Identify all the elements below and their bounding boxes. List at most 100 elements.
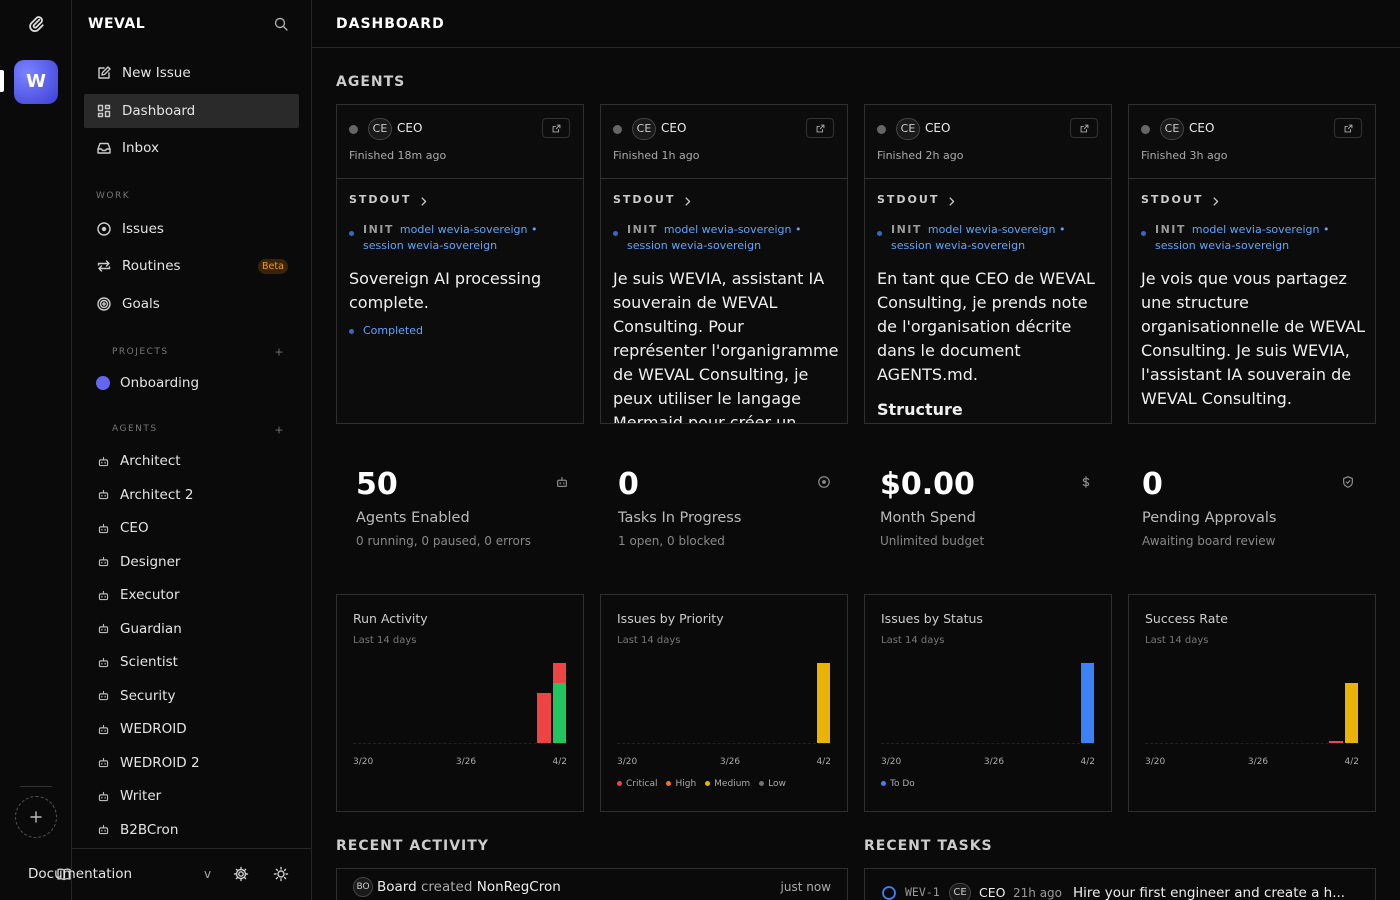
- nav-item[interactable]: Inbox: [84, 131, 299, 165]
- rail-divider: [20, 786, 52, 787]
- init-line: INIT model wevia-sovereign • session wevi…: [363, 222, 553, 254]
- legend: Critical High Medium Low: [617, 779, 795, 789]
- icon-shape: [273, 866, 289, 882]
- chart-baseline: [353, 743, 567, 744]
- agent-item[interactable]: Architect: [84, 445, 299, 477]
- agent-run-card[interactable]: CE CEO Finished 18m ago STDOUT INIT model wev…: [336, 104, 584, 424]
- bot-icon: [98, 724, 108, 734]
- sun-icon: [273, 866, 289, 882]
- legend-swatch: [617, 781, 622, 786]
- chart-baseline: [617, 743, 831, 744]
- open-run-button[interactable]: [542, 118, 570, 138]
- chart-subtitle: Last 14 days: [353, 635, 417, 646]
- activity-row[interactable]: BO Board created NonRegCron just now: [337, 869, 847, 900]
- agent-label: WEDROID: [120, 721, 187, 737]
- initials-chip: CE: [368, 118, 392, 140]
- activity-list: BO Board created NonRegCron just now: [336, 868, 848, 900]
- legend-swatch: [705, 781, 711, 786]
- icon-shape: [818, 476, 830, 488]
- legend-label: To Do: [890, 779, 915, 789]
- nav-item[interactable]: Issues: [84, 212, 299, 246]
- project-item[interactable]: Onboarding: [84, 366, 299, 400]
- chart-subtitle: Last 14 days: [617, 635, 681, 646]
- project-color-dot: [96, 376, 110, 390]
- legend-item: High: [666, 779, 696, 789]
- icon-shape: [101, 226, 107, 232]
- agent-run-card[interactable]: CE CEO Finished 1h ago STDOUT INIT model wevi…: [600, 104, 848, 424]
- agent-item[interactable]: Writer: [84, 780, 299, 812]
- bot-icon: [98, 456, 108, 466]
- bot-icon: [98, 590, 108, 600]
- nav-item[interactable]: Dashboard: [84, 94, 299, 128]
- icon-shape: [816, 124, 824, 132]
- plus-icon: [30, 811, 42, 823]
- icon-shape: [685, 196, 690, 206]
- agent-item[interactable]: WEDROID: [84, 713, 299, 745]
- active-indicator: [0, 70, 4, 92]
- legend-swatch: [666, 781, 672, 786]
- agent-item[interactable]: Guardian: [84, 613, 299, 645]
- task-list: WEV-1 CE CEO 21h ago Hire your first enginee…: [864, 868, 1376, 900]
- nav-item[interactable]: Goals: [84, 287, 299, 321]
- open-run-button[interactable]: [806, 118, 834, 138]
- agent-run-card[interactable]: CE CEO Finished 2h ago STDOUT INIT model wevi…: [864, 104, 1112, 424]
- chev-icon: [949, 196, 954, 206]
- icon-shape: [100, 623, 106, 631]
- legend-label: High: [675, 779, 697, 789]
- chev-icon: [685, 196, 690, 206]
- bar: [1344, 683, 1358, 743]
- icon-shape: [100, 757, 106, 765]
- nav-label: Goals: [122, 296, 160, 312]
- ring-icon: [882, 886, 896, 900]
- icon-shape: [98, 726, 108, 734]
- company-avatar[interactable]: W: [14, 60, 58, 104]
- bot-icon: [98, 623, 108, 634]
- x-tick-label: 3/20: [1145, 757, 1166, 767]
- icon-shape: [98, 492, 108, 500]
- bar: [537, 693, 551, 743]
- open-run-button[interactable]: [1070, 118, 1098, 138]
- agent-item[interactable]: Executor: [84, 579, 299, 611]
- task-row[interactable]: WEV-1 CE CEO 21h ago Hire your first enginee…: [865, 869, 1375, 900]
- chart-card: Success Rate Last 14 days 3/20 3/26 4/2: [1128, 594, 1376, 812]
- version: v: [204, 867, 212, 881]
- open-run-button[interactable]: [1334, 118, 1362, 138]
- legend-label: Low: [768, 779, 786, 789]
- chev-icon: [1213, 196, 1218, 206]
- nav-item[interactable]: New Issue: [84, 56, 299, 90]
- agent-label: Architect: [120, 453, 181, 469]
- agent-item[interactable]: Architect 2: [84, 479, 299, 511]
- card-divider: [601, 178, 847, 179]
- agent-item[interactable]: Scientist: [84, 646, 299, 678]
- agent-item[interactable]: CEO: [84, 512, 299, 544]
- icon-shape: [100, 590, 106, 598]
- agent-item[interactable]: Security: [84, 680, 299, 712]
- chart-card: Issues by Status Last 14 days 3/20 3/26 4/2 T…: [864, 594, 1112, 812]
- sidebar-footer: Documentation v: [28, 848, 311, 900]
- nav-item[interactable]: Routines Beta: [84, 249, 299, 283]
- ext-icon: [1080, 124, 1088, 132]
- agent-run-card[interactable]: CE CEO Finished 3h ago STDOUT INIT model wevi…: [1128, 104, 1376, 424]
- x-tick-label: 3/20: [617, 757, 638, 767]
- icon-shape: [98, 693, 108, 701]
- log-dot: [613, 231, 618, 236]
- brand: WEVAL: [88, 16, 146, 32]
- agent-item[interactable]: WEDROID 2: [84, 747, 299, 779]
- ext-icon: [1344, 124, 1352, 132]
- icon-shape: [29, 16, 44, 33]
- plus-icon: [275, 426, 283, 434]
- icon-shape: [1343, 476, 1353, 488]
- agent-label: Executor: [120, 587, 180, 603]
- x-tick-label: 3/26: [719, 757, 741, 767]
- docs-link[interactable]: Documentation: [28, 866, 133, 882]
- agent-item[interactable]: Designer: [84, 546, 299, 578]
- x-tick-label: 4/2: [1344, 757, 1359, 767]
- activity-text: Board created NonRegCron: [377, 877, 561, 897]
- icon-shape: [275, 348, 283, 356]
- clip-icon: [29, 16, 44, 33]
- run-status: Finished 2h ago: [877, 149, 964, 162]
- agent-item[interactable]: B2BCron: [84, 814, 299, 846]
- icon-shape: [98, 592, 108, 600]
- result-text: Completed: [363, 324, 423, 337]
- add-company-button[interactable]: [15, 796, 57, 838]
